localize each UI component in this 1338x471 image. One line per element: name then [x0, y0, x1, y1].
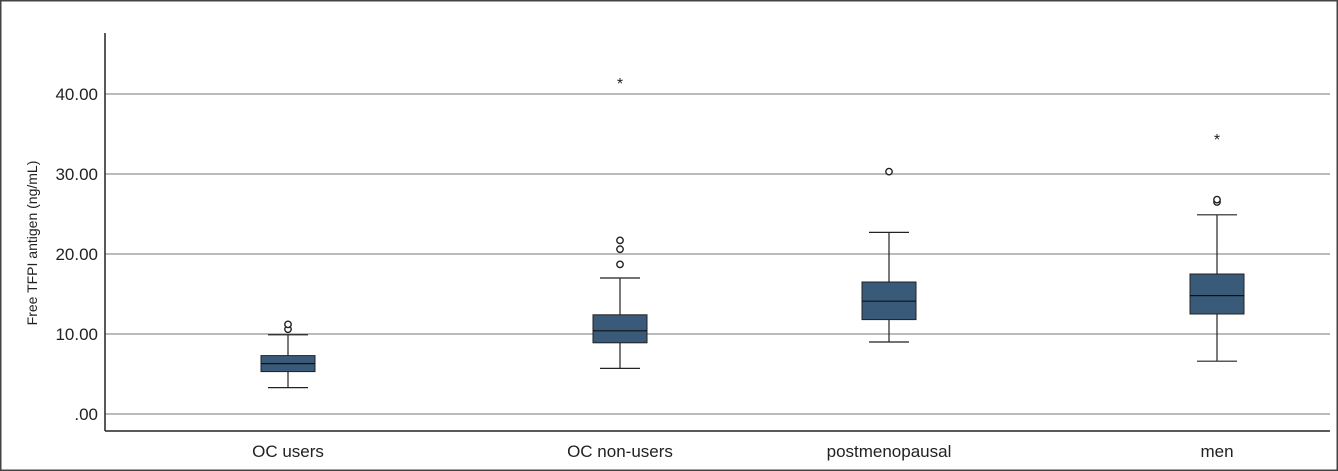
outlier-point	[616, 245, 624, 254]
outlier-point	[284, 320, 292, 329]
x-category-label: postmenopausal	[827, 442, 952, 461]
box-group-2: *	[592, 76, 648, 369]
box-group-3	[861, 167, 917, 343]
extreme-point: *	[1214, 132, 1220, 149]
y-tick-label: 20.00	[55, 245, 98, 264]
y-axis-title: Free TFPI antigen (ng/mL)	[24, 161, 40, 326]
iqr-box	[592, 314, 648, 344]
labels: .00 10.00 20.00 30.00 40.00 Free TFPI antigen…	[24, 85, 1234, 461]
boxes: **	[260, 76, 1245, 389]
extreme-point: *	[617, 76, 623, 93]
x-category-label: men	[1200, 442, 1233, 461]
y-tick-label: .00	[74, 405, 98, 424]
iqr-box	[1189, 273, 1245, 315]
x-category-label: OC non-users	[567, 442, 673, 461]
x-category-label: OC users	[252, 442, 324, 461]
outlier-point	[616, 236, 624, 245]
y-tick-label: 40.00	[55, 85, 98, 104]
y-tick-label: 10.00	[55, 325, 98, 344]
box-group-1	[260, 320, 316, 389]
outlier-point	[885, 167, 893, 176]
outlier-point	[1213, 195, 1221, 204]
box-group-4: *	[1189, 132, 1245, 362]
gridlines	[105, 93, 1330, 415]
axes	[104, 33, 1330, 432]
y-tick-label: 30.00	[55, 165, 98, 184]
outlier-point	[616, 260, 624, 269]
